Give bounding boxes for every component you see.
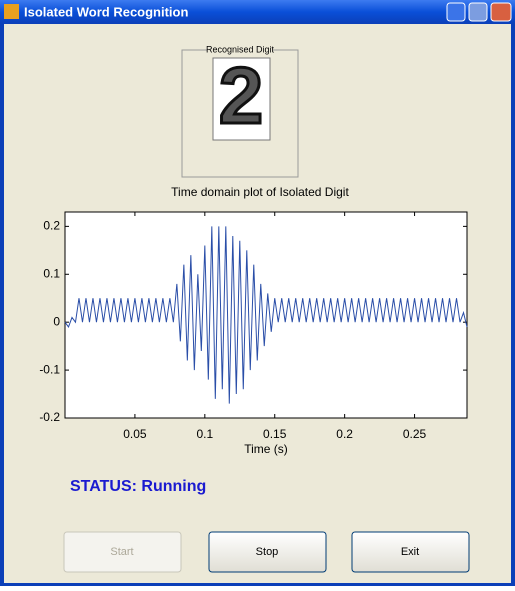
window-title: Isolated Word Recognition [24, 4, 188, 19]
digit-image [212, 57, 271, 141]
button [63, 531, 182, 573]
button-label[interactable]: Exit [401, 546, 419, 558]
waveform [64, 226, 468, 404]
x-tick-label: 0.25 [403, 427, 427, 441]
close-button[interactable] [490, 2, 512, 22]
y-tick-label: 0 [53, 314, 60, 328]
panel-title-bg [207, 44, 273, 56]
x-tick-label: 0.05 [123, 427, 147, 441]
x-tick-label: 0.2 [336, 427, 353, 441]
y-tick-label: -0.1 [39, 362, 60, 376]
button[interactable] [208, 531, 327, 573]
maximize-button[interactable] [468, 2, 488, 22]
panel-title: Recognised Digit [206, 44, 275, 54]
button[interactable] [351, 531, 470, 573]
app-icon [4, 4, 19, 19]
title-bar [0, 0, 515, 24]
minimize-button[interactable] [446, 2, 466, 22]
button-label: Start [110, 546, 133, 558]
x-tick-label: 0.1 [196, 427, 213, 441]
chart-title: Time domain plot of Isolated Digit [171, 185, 349, 199]
x-tick-label: 0.15 [263, 427, 287, 441]
status-text: STATUS: Running [70, 478, 206, 495]
digit: 2 [219, 51, 264, 140]
y-tick-label: 0.1 [43, 266, 60, 280]
x-axis-label: Time (s) [244, 442, 288, 456]
button-label[interactable]: Stop [256, 546, 279, 558]
y-tick-label: 0.2 [43, 219, 60, 233]
y-tick-label: -0.2 [39, 410, 60, 424]
